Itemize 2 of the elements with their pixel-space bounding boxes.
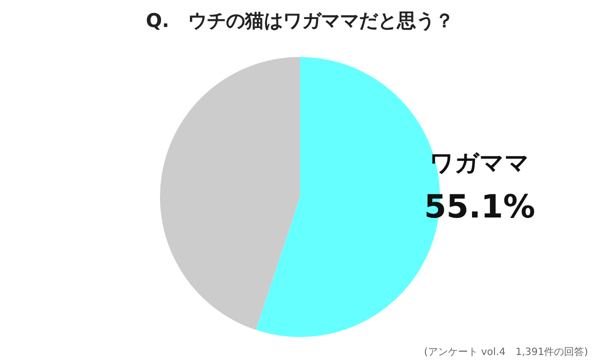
text: (アンケート vol.4 1,391件の回答) [424,346,588,359]
chart-title: Q. ウチの猫はワガママだと思う？ [144,9,456,34]
